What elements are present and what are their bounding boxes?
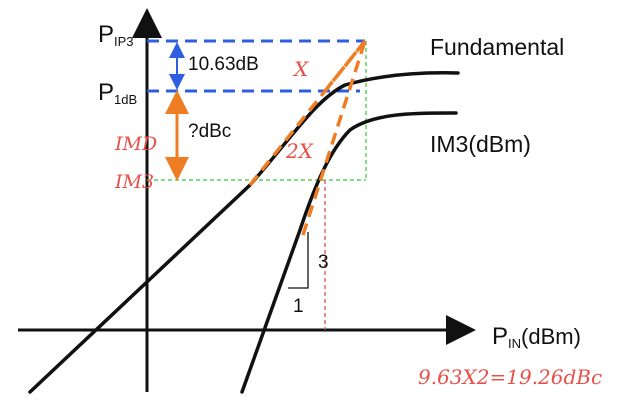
p1db-to-ip3-line [323,39,367,93]
fundamental-label: Fundamental [430,34,564,60]
p1db-label: P1dB [98,79,137,107]
delta-ip3-p1db-text: 10.63dB [188,54,259,75]
fundamental-curve [28,71,460,394]
hand-imd-text: IMD [114,133,157,155]
pip3-label: PIP3 [98,21,134,49]
hand-equation-text: 9.63X2=19.26dBc [418,365,602,389]
slope-run-text: 1 [293,296,304,317]
slope-rise-text: 3 [318,252,329,273]
hand-x-text: X [292,57,309,81]
im3-extrapolation [301,40,367,236]
question-dbc-text: ?dBc [188,121,231,142]
im3-curve-label: IM3(dBm) [430,131,531,157]
im3-curve [240,111,458,394]
fundamental-extrapolation [248,39,367,187]
hand-2x-text: 2X [285,139,314,163]
pin-axis-label: PIN(dBm) [492,323,581,351]
slope-triangle [288,232,309,289]
hand-im3-text: IM3 [114,171,154,193]
